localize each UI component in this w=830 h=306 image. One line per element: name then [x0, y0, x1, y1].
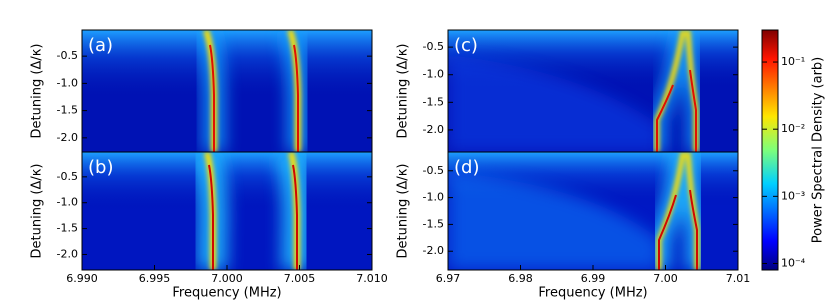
y-tick-label: -1.0: [57, 76, 78, 89]
y-axis-label: Detuning (Δ/κ): [396, 44, 411, 139]
x-tick-label: 6.97: [436, 272, 461, 285]
panel-label: (a): [88, 35, 113, 56]
x-tick-label: 7.00: [653, 272, 678, 285]
x-axis-label: Frequency (MHz): [172, 286, 281, 301]
panel-label: (d): [454, 157, 479, 178]
x-tick-label: 7.000: [211, 272, 243, 285]
y-tick-label: -0.5: [57, 170, 78, 183]
colorbar-tick-label: 10⁻¹: [781, 55, 805, 68]
y-tick-label: -1.5: [57, 222, 78, 235]
y-tick-label: -1.5: [57, 104, 78, 117]
x-axis-label: Frequency (MHz): [538, 286, 647, 301]
y-axis-label: Detuning (Δ/κ): [30, 164, 45, 259]
panel-label: (c): [454, 35, 478, 56]
colorbar: [761, 29, 779, 271]
y-tick-label: -2.0: [57, 247, 78, 260]
x-tick-label: 6.990: [66, 272, 98, 285]
y-tick-label: -1.0: [423, 191, 444, 204]
y-tick-label: -0.5: [423, 40, 444, 53]
y-tick-label: -0.5: [423, 164, 444, 177]
y-tick-label: -2.0: [423, 123, 444, 136]
panel-label: (b): [88, 157, 113, 178]
y-tick-label: -1.5: [423, 95, 444, 108]
y-tick-label: -1.0: [57, 196, 78, 209]
x-tick-label: 6.995: [139, 272, 171, 285]
y-tick-label: -0.5: [57, 49, 78, 62]
y-axis-label: Detuning (Δ/κ): [396, 164, 411, 259]
heatmap-b: [82, 152, 372, 270]
y-axis-label: Detuning (Δ/κ): [30, 44, 45, 139]
x-tick-label: 7.010: [356, 272, 388, 285]
y-tick-label: -2.0: [57, 131, 78, 144]
heatmap-d: [448, 152, 738, 270]
x-tick-label: 7.005: [284, 272, 316, 285]
y-tick-label: -1.5: [423, 217, 444, 230]
heatmap-a: [82, 30, 372, 152]
x-tick-label: 6.99: [581, 272, 606, 285]
colorbar-tick-label: 10⁻²: [781, 122, 805, 135]
y-tick-label: -2.0: [423, 244, 444, 257]
x-tick-label: 7.01: [726, 272, 751, 285]
y-tick-label: -1.0: [423, 68, 444, 81]
x-tick-label: 6.98: [508, 272, 533, 285]
colorbar-label: Power Spectral Density (arb): [811, 57, 826, 244]
colorbar-tick-label: 10⁻⁴: [781, 256, 806, 269]
heatmap-c: [448, 30, 738, 152]
colorbar-tick-label: 10⁻³: [781, 189, 805, 202]
